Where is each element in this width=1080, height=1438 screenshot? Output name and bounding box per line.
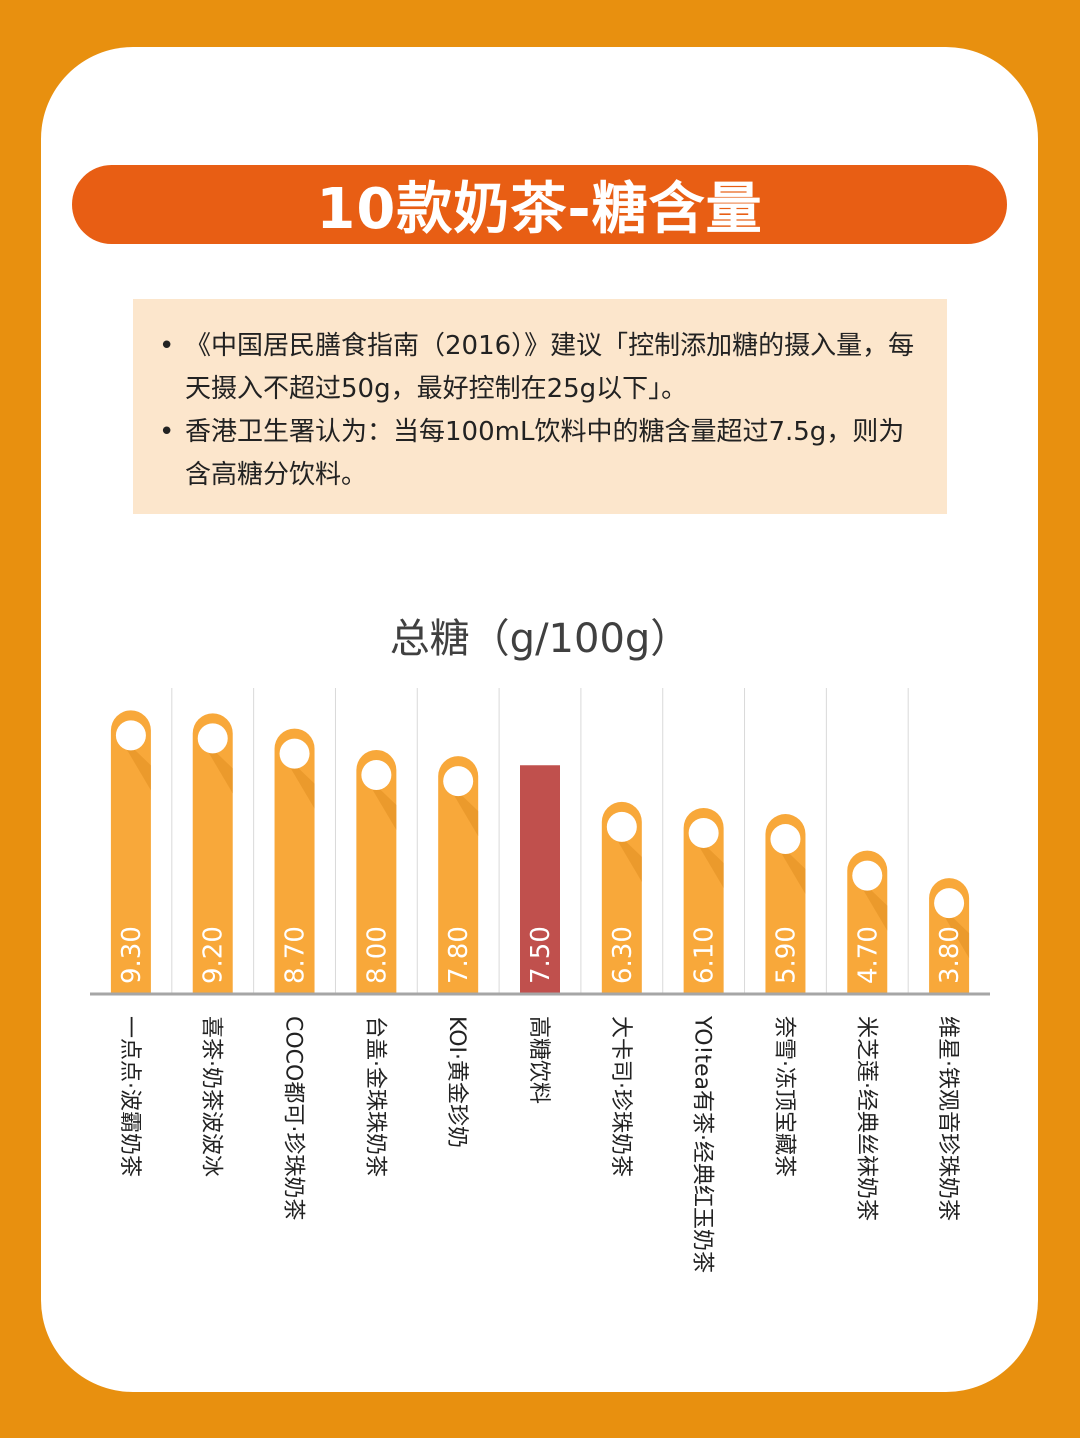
value-label: 7.50 <box>526 926 556 984</box>
category-label: 台盖·金珠珠奶茶 <box>362 1016 387 1177</box>
category-label: 高糖饮料 <box>526 1016 551 1104</box>
note-text: 《中国居民膳食指南（2016）》建议「控制添加糖的摄入量，每天摄入不超过50g，… <box>185 331 915 404</box>
note-item: • 《中国居民膳食指南（2016）》建议「控制添加糖的摄入量，每天摄入不超过50… <box>157 325 917 411</box>
category-label: 奈雪·冻顶宝藏茶 <box>771 1016 796 1177</box>
value-label: 7.80 <box>444 926 474 984</box>
value-label: 6.10 <box>690 926 720 984</box>
bar-shadow <box>452 786 479 837</box>
bar-bubble <box>443 766 474 797</box>
bar-bubble <box>770 824 801 855</box>
bar-shadow <box>288 758 315 809</box>
bar-shadow <box>615 831 642 882</box>
bar-shadow <box>124 740 151 791</box>
bar-shadow <box>861 880 888 931</box>
category-label: YO!tea有茶·经典红玉奶茶 <box>690 1015 715 1273</box>
category-label: 大卡司·珍珠奶茶 <box>608 1016 633 1177</box>
note-item: • 香港卫生署认为：当每100mL饮料中的糖含量超过7.5g，则为含高糖分饮料。 <box>157 411 917 497</box>
page-title: 10款奶茶-糖含量 <box>316 177 763 242</box>
bar <box>765 814 806 994</box>
bar-shadow <box>370 780 397 830</box>
bar-shadow <box>943 908 970 959</box>
bar-shadow <box>697 837 724 888</box>
category-label: 一点点·波霸奶茶 <box>117 1016 142 1177</box>
category-label: 喜茶·奶茶波波冰 <box>199 1016 224 1177</box>
bullet-icon: • <box>159 417 175 447</box>
bar-highlight <box>520 765 560 994</box>
bar <box>110 710 151 994</box>
title-banner: 10款奶茶-糖含量 <box>72 165 1007 244</box>
bar-shadow <box>779 844 806 895</box>
category-label: 维星·铁观音珍珠奶茶 <box>935 1016 960 1221</box>
bar-bubble <box>279 738 310 769</box>
bar <box>192 713 233 994</box>
bar <box>274 728 315 994</box>
value-label: 8.00 <box>362 926 392 984</box>
value-label: 9.30 <box>117 926 147 984</box>
category-label: KOI·黄金珍奶 <box>444 1016 469 1148</box>
value-label: 8.70 <box>281 926 311 984</box>
value-label: 4.70 <box>853 926 883 984</box>
bar-bubble <box>115 720 146 751</box>
bar-bubble <box>852 860 883 891</box>
chart-title: 总糖（g/100g） <box>389 616 691 662</box>
value-label: 9.20 <box>199 926 229 984</box>
category-label: COCO都可·珍珠奶茶 <box>281 1016 306 1220</box>
value-label: 3.80 <box>935 926 965 984</box>
bullet-icon: • <box>159 331 175 361</box>
bar-shadow <box>206 743 233 794</box>
bar-bubble <box>934 888 965 919</box>
bar-bubble <box>606 811 637 842</box>
bar-bubble <box>688 817 719 848</box>
guideline-note-box: • 《中国居民膳食指南（2016）》建议「控制添加糖的摄入量，每天摄入不超过50… <box>133 299 947 514</box>
note-text: 香港卫生署认为：当每100mL饮料中的糖含量超过7.5g，则为含高糖分饮料。 <box>185 417 905 490</box>
bar-bubble <box>361 760 392 790</box>
category-label: 米芝莲·经典丝袜奶茶 <box>853 1016 878 1221</box>
value-label: 6.30 <box>608 926 638 984</box>
bar-bubble <box>197 723 228 754</box>
value-label: 5.90 <box>771 926 801 984</box>
